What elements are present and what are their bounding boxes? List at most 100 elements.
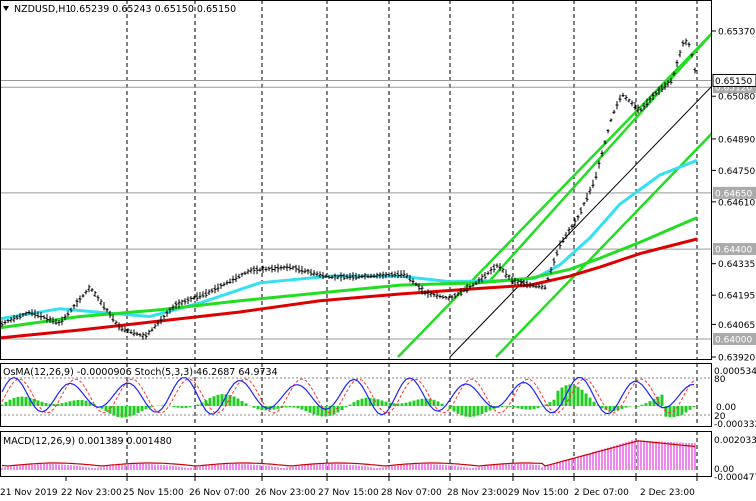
price-label: 0.65080: [718, 93, 755, 103]
macd-bar: [49, 464, 51, 470]
macd-bar: [136, 464, 138, 470]
macd-bar: [361, 466, 363, 470]
macd-bar: [328, 464, 330, 470]
macd-bar: [355, 465, 357, 470]
macd-bar: [52, 464, 54, 470]
macd-bar: [676, 442, 678, 470]
time-label: 25 Nov 15:00: [123, 488, 184, 498]
macd-bar: [316, 464, 318, 470]
osma-bar: [4, 401, 8, 406]
macd-bar: [520, 464, 522, 470]
macd-bar: [64, 464, 66, 470]
osma-bar: [52, 403, 56, 406]
macd-bar: [343, 464, 345, 470]
osma-bar: [528, 406, 532, 410]
osma-bar: [304, 406, 308, 412]
macd-bar: [346, 464, 348, 470]
macd-bar: [55, 464, 57, 470]
macd-bar: [625, 442, 627, 470]
macd-bar: [379, 467, 381, 470]
osma-bar: [428, 398, 432, 406]
osma-bar: [160, 405, 164, 406]
osma-bar: [132, 406, 136, 415]
osma-bar: [208, 398, 212, 406]
macd-bar: [301, 465, 303, 470]
macd-bar: [427, 464, 429, 470]
macd-scale-bottom: -0.000477: [714, 473, 756, 483]
osma-bar: [472, 406, 476, 417]
collapse-triangle-icon[interactable]: [3, 6, 9, 11]
macd-bar: [562, 461, 564, 470]
osma-bar: [536, 406, 540, 409]
osma-bar: [224, 394, 228, 406]
osma-bar: [72, 400, 76, 406]
macd-bar: [577, 456, 579, 470]
macd-bar: [193, 467, 195, 470]
osma-bar: [500, 406, 504, 407]
osma-bar: [180, 406, 184, 409]
macd-bar: [367, 466, 369, 470]
macd-bar: [472, 467, 474, 470]
osma-bar: [420, 398, 424, 406]
osma-bar: [316, 406, 320, 416]
macd-bar: [118, 465, 120, 470]
current-price-text: 0.65150: [715, 77, 752, 87]
osma-bar: [424, 398, 428, 406]
macd-bar: [412, 464, 414, 470]
osma-bar: [220, 394, 224, 406]
moving-average-mid: [0, 216, 698, 330]
macd-bar: [580, 455, 582, 470]
macd-bar: [349, 464, 351, 470]
osma-bar: [684, 406, 688, 413]
stoch-scale-80: 80: [714, 375, 726, 385]
macd-bar: [28, 464, 30, 470]
macd-bar: [532, 464, 534, 470]
macd-bar: [22, 465, 24, 470]
macd-label: MACD(12,26,9) 0.001389 0.001480: [3, 436, 172, 447]
macd-bar: [58, 464, 60, 470]
osma-bar: [516, 406, 520, 409]
macd-bar: [490, 465, 492, 470]
macd-bar: [229, 464, 231, 470]
macd-bar: [166, 465, 168, 470]
macd-bar: [40, 464, 42, 470]
osma-bar: [308, 406, 312, 413]
price-channels: [397, 32, 712, 358]
osma-bar: [484, 406, 488, 413]
macd-bar: [1, 467, 3, 470]
macd-bar: [388, 466, 390, 470]
osma-bar: [576, 386, 580, 406]
macd-bar: [322, 464, 324, 470]
macd-bar: [691, 443, 693, 470]
macd-bar: [643, 440, 645, 470]
osma-bar: [320, 406, 324, 417]
macd-bar: [499, 464, 501, 470]
price-label: 0.64195: [718, 292, 755, 302]
macd-bar: [73, 465, 75, 470]
macd-bar: [559, 462, 561, 470]
osma-bar: [340, 406, 344, 411]
macd-bar: [319, 464, 321, 470]
macd-bar: [493, 465, 495, 470]
macd-bar: [265, 465, 267, 470]
osma-bar: [300, 406, 304, 410]
macd-bar: [256, 464, 258, 470]
macd-bar: [286, 467, 288, 470]
macd-bar: [268, 466, 270, 470]
macd-bar: [37, 464, 39, 470]
price-label: 0.63920: [718, 354, 755, 364]
osma-bar: [100, 406, 104, 409]
macd-bar: [220, 464, 222, 470]
macd-scale-top: 0.002033: [714, 436, 756, 446]
osma-bar: [284, 406, 288, 408]
main-price-panel[interactable]: [0, 0, 712, 360]
osma-bar: [140, 406, 144, 412]
osma-bar: [532, 406, 536, 410]
price-axis[interactable]: 0.65370 0.65080 0.64890 0.64750 0.64610 0.643…: [712, 28, 756, 364]
macd-bar: [370, 467, 372, 470]
macd-bar: [667, 441, 669, 470]
level-price-box: [713, 333, 756, 346]
osma-bar: [556, 390, 560, 406]
macd-bar: [571, 458, 573, 470]
